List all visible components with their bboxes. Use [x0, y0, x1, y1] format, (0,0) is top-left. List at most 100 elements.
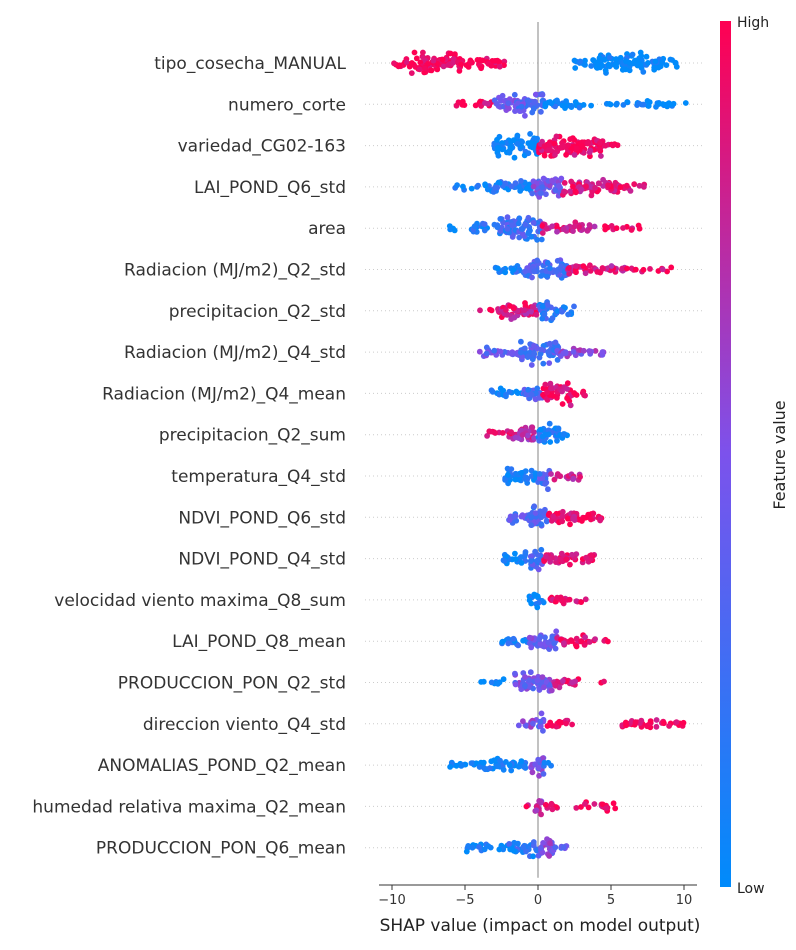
shap-point — [530, 99, 537, 106]
shap-point — [518, 338, 524, 345]
shap-point — [577, 474, 583, 480]
shap-point — [499, 146, 506, 153]
shap-point — [564, 395, 570, 402]
shap-point — [487, 765, 493, 772]
shap-point — [523, 185, 530, 192]
shap-point — [605, 638, 611, 645]
shap-point — [550, 513, 556, 520]
shap-point — [523, 803, 530, 810]
shap-point — [549, 722, 556, 729]
shap-point — [631, 181, 638, 188]
dots-layer — [391, 49, 689, 860]
shap-point — [531, 268, 538, 275]
shap-point — [544, 302, 551, 308]
shap-point — [584, 140, 591, 147]
shap-point — [554, 357, 561, 363]
shap-point — [453, 762, 460, 769]
shap-point — [534, 385, 541, 392]
shap-point — [606, 54, 613, 61]
shap-point — [476, 844, 482, 850]
shap-point — [635, 100, 642, 107]
shap-point — [602, 142, 609, 149]
shap-point — [567, 402, 574, 409]
shap-point — [511, 154, 518, 161]
shap-point — [543, 553, 549, 560]
x-axis: −10 −5 0 5 10 — [378, 884, 697, 908]
feature-label: PRODUCCION_PON_Q6_mean — [96, 839, 346, 859]
shap-point — [520, 844, 527, 851]
shap-point — [636, 225, 643, 232]
shap-point — [529, 274, 535, 281]
shap-point — [533, 311, 540, 318]
shap-point — [538, 521, 545, 528]
shap-point — [495, 763, 502, 769]
shap-point — [612, 805, 619, 812]
shap-point — [447, 50, 454, 57]
shap-point — [651, 64, 658, 71]
shap-point — [597, 517, 603, 524]
shap-point — [577, 58, 584, 65]
shap-point — [638, 717, 645, 724]
shap-point — [535, 756, 542, 763]
shap-point — [573, 635, 580, 642]
shap-point — [664, 268, 670, 275]
feature-label: NDVI_POND_Q4_std — [178, 550, 346, 570]
shap-point — [554, 257, 561, 264]
shap-point — [518, 470, 525, 476]
shap-point — [506, 105, 512, 112]
shap-point — [511, 91, 518, 98]
shap-point — [668, 264, 675, 271]
shap-point — [523, 474, 529, 481]
shap-point — [563, 720, 569, 727]
shap-point — [626, 59, 633, 66]
shap-point — [515, 220, 522, 227]
shap-point — [541, 143, 548, 150]
shap-point — [516, 215, 523, 222]
colorbar: High Low Feature value — [720, 15, 789, 897]
shap-point — [548, 471, 554, 477]
shap-point — [576, 516, 582, 523]
shap-point — [526, 677, 532, 684]
shap-point — [541, 311, 548, 318]
shap-point — [556, 719, 562, 725]
shap-point — [632, 719, 639, 726]
shap-point — [605, 182, 611, 189]
shap-point — [558, 550, 565, 557]
colorbar-high-label: High — [737, 15, 769, 31]
shap-point — [553, 268, 560, 275]
shap-point — [544, 836, 550, 842]
shap-point — [483, 350, 490, 357]
shap-point — [527, 553, 534, 560]
feature-label: PRODUCCION_PON_Q2_std — [118, 674, 346, 694]
shap-point — [506, 517, 513, 523]
shap-point — [544, 259, 551, 266]
shap-point — [559, 508, 566, 515]
shap-point — [508, 183, 515, 190]
shap-point — [481, 221, 488, 228]
shap-point — [603, 805, 609, 811]
feature-label: Radiacion (MJ/m2)_Q2_std — [124, 261, 346, 281]
shap-point — [563, 98, 569, 104]
shap-point — [537, 640, 544, 647]
shap-point — [659, 266, 666, 273]
shap-point — [570, 515, 576, 522]
shap-point — [408, 70, 415, 76]
shap-point — [568, 637, 574, 644]
shap-point — [460, 183, 466, 190]
shap-point — [551, 640, 558, 647]
shap-point — [586, 639, 593, 645]
shap-point — [519, 512, 526, 519]
shap-point — [580, 263, 587, 269]
shap-point — [600, 265, 606, 272]
shap-point — [578, 638, 585, 645]
shap-point — [482, 182, 489, 189]
shap-point — [551, 140, 558, 147]
shap-point — [546, 142, 552, 149]
shap-point — [528, 644, 535, 651]
shap-point — [560, 431, 567, 438]
shap-point — [548, 100, 555, 107]
shap-point — [522, 468, 529, 474]
shap-point — [601, 57, 608, 63]
feature-label: humedad relativa maxima_Q2_mean — [32, 797, 346, 817]
shap-point — [516, 183, 523, 190]
